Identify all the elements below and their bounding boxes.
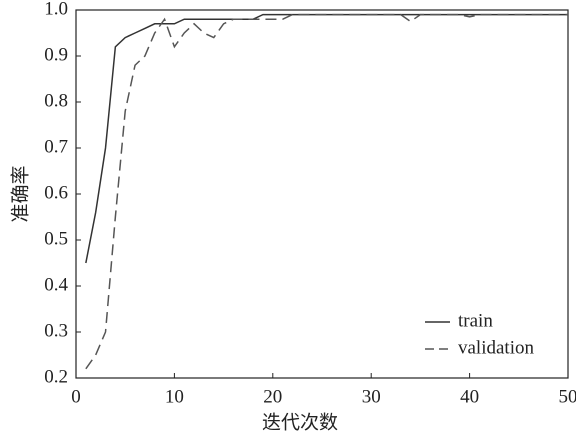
y-tick-label: 0.2 — [44, 366, 68, 387]
x-tick-label: 40 — [460, 386, 479, 407]
x-tick-label: 30 — [362, 386, 381, 407]
y-tick-label: 0.8 — [44, 90, 68, 111]
legend-label: validation — [458, 337, 534, 358]
y-tick-label: 0.3 — [44, 320, 68, 341]
plot-frame — [75, 9, 569, 379]
y-tick-label: 0.5 — [44, 228, 68, 249]
series-line — [85, 13, 568, 264]
y-tick-label: 0.9 — [44, 44, 68, 65]
series-line — [85, 13, 568, 370]
x-tick-label: 10 — [165, 386, 184, 407]
x-tick-label: 0 — [71, 386, 81, 407]
x-tick-label: 50 — [559, 386, 576, 407]
x-tick-label: 20 — [263, 386, 282, 407]
y-tick-label: 0.4 — [44, 274, 68, 295]
y-tick-label: 0.6 — [44, 182, 68, 203]
y-tick-label: 0.7 — [44, 136, 68, 157]
legend-label: train — [458, 310, 493, 331]
x-axis-label: 迭代次数 — [262, 411, 338, 433]
y-tick-label: 1.0 — [44, 0, 68, 19]
y-axis-label: 准确率 — [9, 165, 31, 222]
